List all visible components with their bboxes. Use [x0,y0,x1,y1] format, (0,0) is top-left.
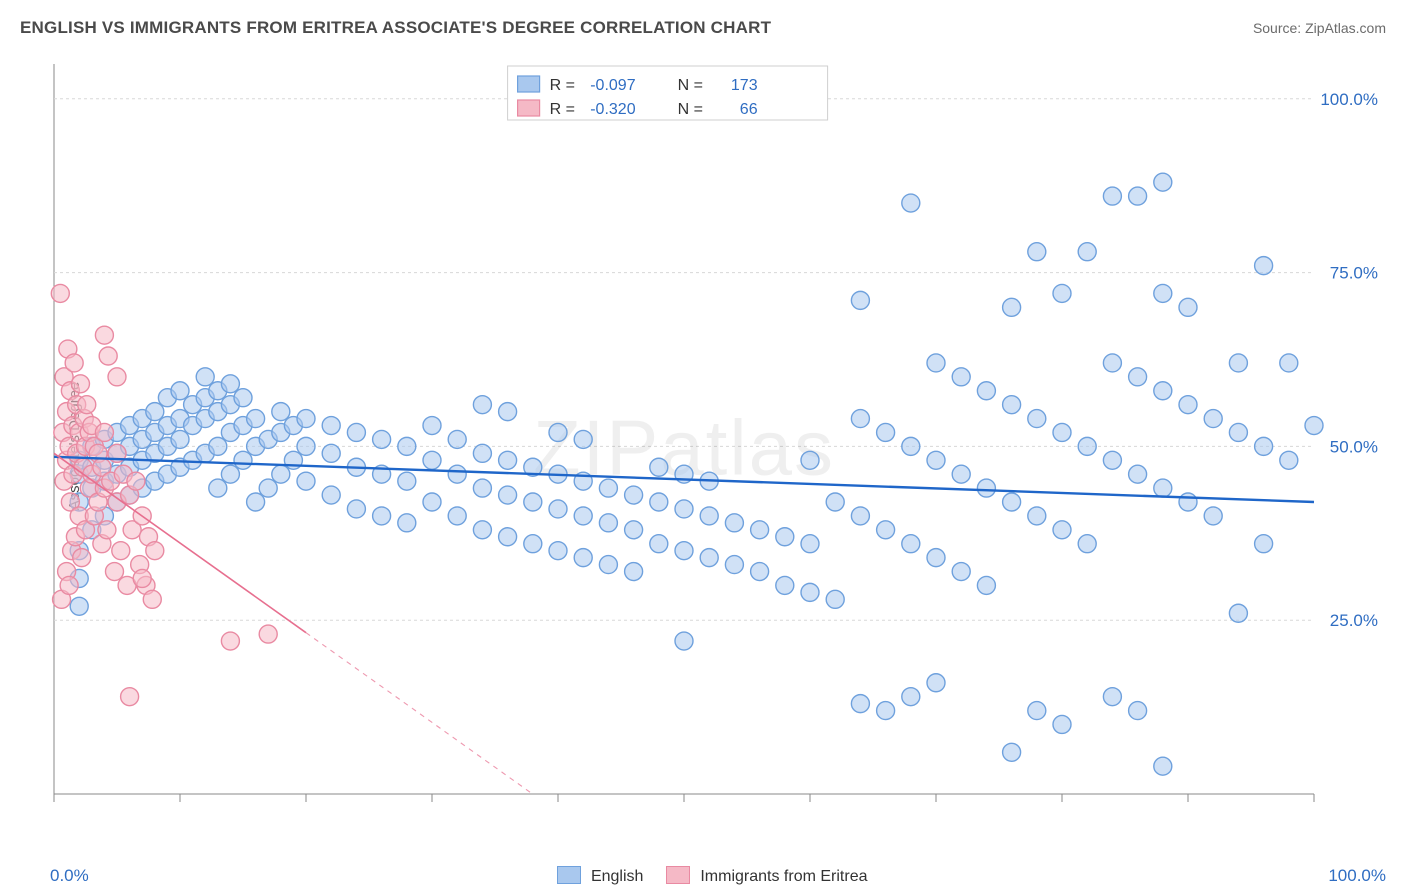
svg-text:N =: N = [678,101,703,118]
svg-text:N =: N = [678,77,703,94]
svg-text:25.0%: 25.0% [1330,611,1378,630]
legend-swatch-english [557,866,581,884]
source-label-text: Source: [1253,20,1301,36]
chart-title: ENGLISH VS IMMIGRANTS FROM ERITREA ASSOC… [20,18,771,38]
source-value: ZipAtlas.com [1305,20,1386,36]
svg-text:R =: R = [550,77,575,94]
source-label: Source: ZipAtlas.com [1253,20,1386,36]
legend-swatch-eritrea [666,866,690,884]
legend-label-eritrea: Immigrants from Eritrea [700,868,867,885]
svg-text:66: 66 [740,101,758,118]
svg-text:75.0%: 75.0% [1330,264,1378,283]
bottom-legend: English Immigrants from Eritrea [0,866,1406,886]
svg-text:-0.320: -0.320 [590,101,635,118]
plot-area: 25.0%50.0%75.0%100.0%ZIPatlasR =-0.097N … [50,60,1386,828]
svg-text:-0.097: -0.097 [590,77,635,94]
chart-svg: 25.0%50.0%75.0%100.0%ZIPatlasR =-0.097N … [50,60,1386,828]
svg-text:50.0%: 50.0% [1330,437,1378,456]
svg-text:173: 173 [731,77,758,94]
svg-text:R =: R = [550,101,575,118]
legend-label-english: English [591,868,643,885]
svg-text:100.0%: 100.0% [1320,90,1378,109]
